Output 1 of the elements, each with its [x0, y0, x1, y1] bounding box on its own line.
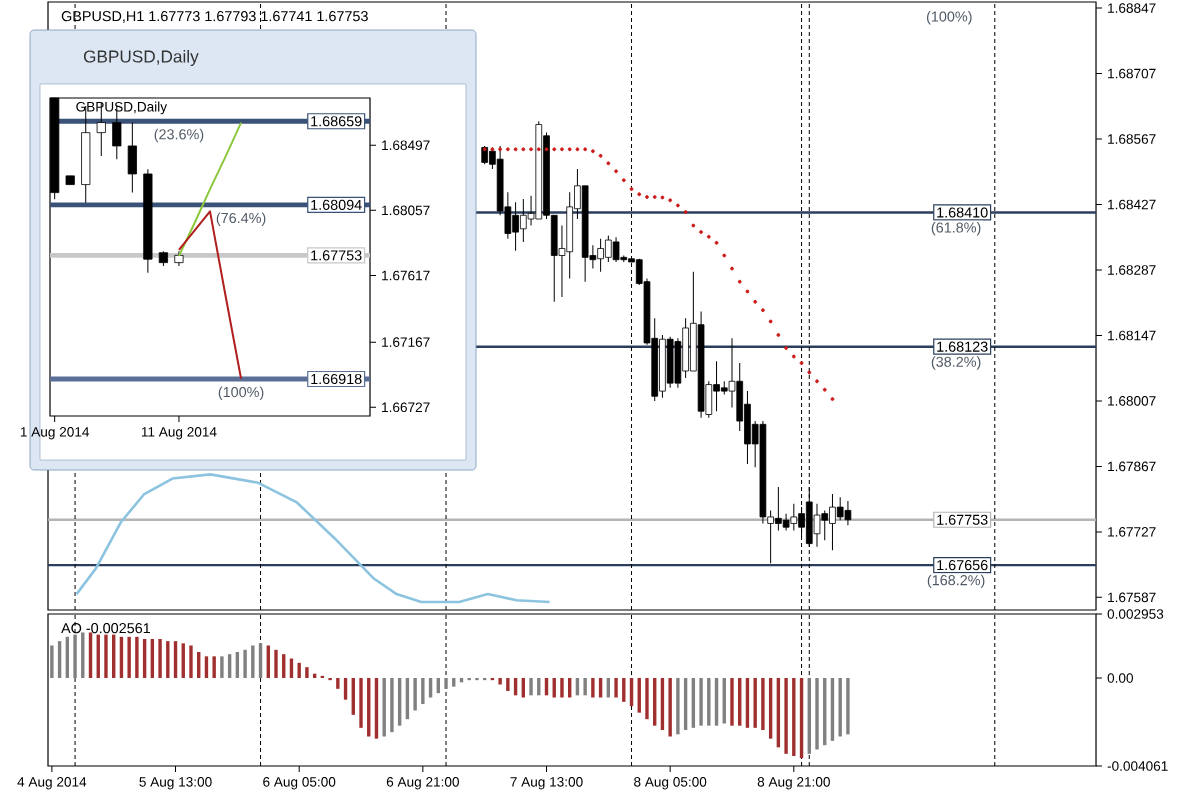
chart-title: GBPUSD,Daily: [83, 49, 199, 67]
